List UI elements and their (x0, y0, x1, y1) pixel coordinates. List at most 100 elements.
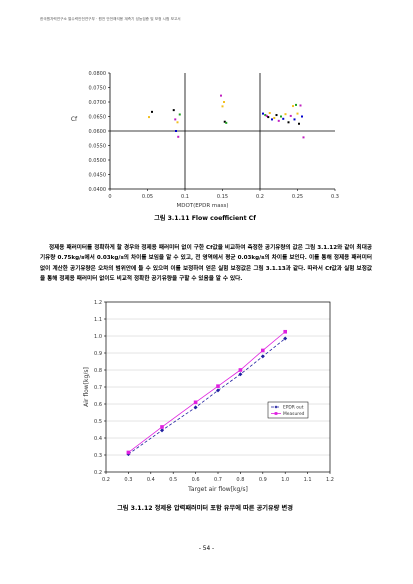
legend-box (267, 401, 309, 419)
series-point-0 (260, 354, 265, 359)
data-point (277, 119, 280, 122)
y-tick-label: 0.0750 (89, 85, 107, 91)
y-tick-label: 1.0 (94, 334, 102, 340)
data-point (280, 115, 282, 118)
x-tick-label: 1.0 (281, 477, 289, 483)
x-tick-label: 0.9 (259, 477, 267, 483)
x-tick-label: 0.3 (124, 477, 132, 483)
y-tick-label: 0.7 (94, 385, 102, 391)
series-point-1 (238, 368, 243, 372)
x-tick-label: 1.2 (326, 477, 334, 483)
page-number: - 54 - (198, 546, 215, 552)
y-tick-label: 0.6 (94, 402, 102, 408)
series-point-1 (160, 425, 164, 429)
series-point-0 (283, 336, 288, 341)
data-point (282, 117, 285, 120)
y-tick-label: 0.0450 (89, 172, 107, 178)
y-tick-label: 0.0400 (89, 187, 107, 193)
series-point-1 (193, 400, 198, 405)
data-point (267, 116, 270, 119)
data-point (262, 112, 264, 115)
y-tick-label: 0.0600 (89, 129, 107, 135)
data-point (293, 118, 296, 121)
data-point (298, 122, 300, 125)
x-tick-label: 0.4 (147, 477, 155, 483)
x-tick-label: 0.6 (192, 477, 200, 483)
y-tick-label: 0.0650 (89, 114, 107, 120)
data-point (220, 94, 222, 97)
x-tick-label: 0 (108, 194, 111, 200)
data-point (289, 114, 292, 117)
series-point-1 (126, 450, 131, 455)
y-tick-label: 0.2 (94, 470, 102, 476)
y-tick-label: 0.0800 (89, 71, 107, 77)
legend-label-0: EPDR out (283, 405, 304, 411)
data-point (284, 113, 287, 116)
series-point-0 (216, 388, 220, 393)
data-point (265, 114, 268, 117)
y-tick-label: 0.4 (94, 436, 102, 442)
x-tick-label: 0.2 (256, 194, 264, 200)
figure-1-caption: 그림 3.1.11 Flow coefficient Cf (154, 215, 256, 222)
data-point (176, 121, 179, 124)
y-tick-label: 1.1 (94, 317, 102, 323)
body-paragraph: 정제용 패러미터를 정확하게 할 경우와 정제용 패러미터 없이 구한 Cf값을… (40, 245, 372, 282)
x-tick-label: 0.05 (142, 194, 153, 200)
x-tick-label: 0.5 (169, 477, 177, 483)
data-point (221, 105, 224, 108)
data-point (302, 136, 305, 139)
x-tick-label: 1.1 (304, 477, 312, 483)
y-tick-label: 0.3 (94, 453, 102, 459)
data-point (172, 109, 175, 112)
legend-marker-0 (274, 405, 278, 409)
data-point (275, 114, 278, 117)
data-point (299, 104, 302, 107)
series-point-0 (238, 372, 243, 377)
series-point-0 (193, 405, 198, 410)
x-tick-label: 0.8 (236, 477, 244, 483)
x-tick-label: 0.3 (331, 194, 339, 200)
data-point (178, 113, 181, 116)
data-point (174, 118, 177, 121)
data-point (292, 105, 294, 108)
data-point (273, 116, 276, 119)
y-tick-label: 0.9 (94, 351, 102, 357)
running-header: 한국원자력연구소 열수력안전연구부 · 원전 안전해석용 계측기 성능검증 및 … (40, 17, 181, 21)
y-tick-label: 1.2 (94, 300, 102, 306)
y-axis-label: Cf (71, 116, 78, 123)
series-point-1 (261, 348, 265, 353)
data-point (271, 118, 273, 121)
data-point (225, 121, 228, 124)
data-point (148, 116, 150, 119)
series-point-1 (216, 384, 220, 388)
x-tick-label: 0.1 (181, 194, 189, 200)
y-tick-label: 0.5 (94, 419, 102, 425)
data-point (295, 103, 297, 106)
y-tick-label: 0.0700 (89, 100, 107, 106)
data-point (296, 112, 299, 115)
data-point (151, 110, 153, 113)
x-tick-label: 0.2 (102, 477, 110, 483)
x-tick-label: 0.15 (217, 194, 228, 200)
legend-label-1: Measured (283, 411, 305, 417)
data-point (175, 130, 177, 132)
data-point (268, 112, 271, 115)
y-axis-label: Air flow[kg/s] (83, 367, 90, 407)
data-point (223, 120, 226, 123)
y-tick-label: 0.0550 (89, 143, 107, 149)
x-tick-label: 0.7 (214, 477, 222, 483)
legend-marker-1 (274, 412, 278, 415)
data-point (223, 101, 225, 103)
series-point-0 (160, 428, 164, 433)
x-tick-label: 0.25 (292, 194, 303, 200)
y-tick-label: 0.0500 (89, 158, 107, 164)
data-point (301, 115, 303, 118)
data-point (287, 121, 290, 124)
body-text: 정제용 패러미터를 정확하게 할 경우와 정제용 패러미터 없이 구한 Cf값을… (40, 243, 372, 284)
x-axis-label: MDOT(EPDR mass) (176, 203, 228, 209)
data-point (264, 114, 267, 117)
figure-2-caption: 그림 3.1.12 정제용 압력패러미터 포함 유무에 따른 공기유량 변경 (117, 505, 293, 512)
